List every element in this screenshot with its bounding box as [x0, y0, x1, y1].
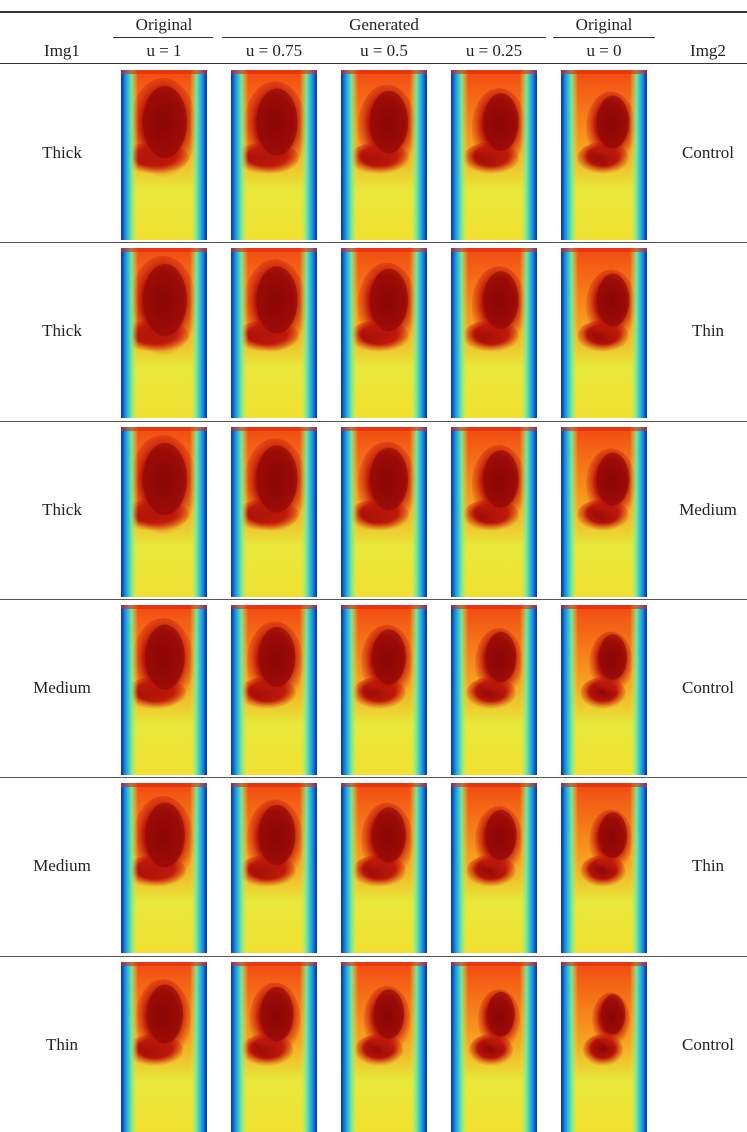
heatmap-image [561, 962, 647, 1132]
row-rule [0, 956, 747, 957]
img2-label: Control [663, 1033, 747, 1057]
heatmap-image [231, 605, 317, 775]
heatmap-image [121, 70, 207, 240]
column-header: u = 0.75 [219, 39, 329, 63]
column-header: u = 0.5 [329, 39, 439, 63]
heatmap-image [561, 427, 647, 597]
heatmap-image [561, 248, 647, 418]
heatmap-image [451, 783, 537, 953]
img2-label: Thin [663, 854, 747, 878]
heatmap-image [121, 427, 207, 597]
row-rule [0, 242, 747, 243]
img2-label: Thin [663, 319, 747, 343]
heatmap-image [341, 962, 427, 1132]
img2-label: Medium [663, 498, 747, 522]
heatmap-image [451, 962, 537, 1132]
img2-label: Control [663, 141, 747, 165]
column-header: u = 0.25 [439, 39, 549, 63]
heatmap-image [341, 248, 427, 418]
heatmap-image [341, 605, 427, 775]
heatmap-image [121, 248, 207, 418]
heatmap-image [231, 783, 317, 953]
heatmap-image [341, 70, 427, 240]
img1-label: Thick [7, 319, 117, 343]
heatmap-image [561, 70, 647, 240]
heatmap-image [561, 605, 647, 775]
group-header: Original [104, 13, 224, 37]
heatmap-image [561, 783, 647, 953]
heatmap-image [451, 427, 537, 597]
heatmap-image [451, 605, 537, 775]
heatmap-image [231, 248, 317, 418]
row-rule [0, 777, 747, 778]
heatmap-image [121, 605, 207, 775]
heatmap-image [121, 783, 207, 953]
group-header: Generated [324, 13, 444, 37]
group-underline [553, 37, 655, 38]
heatmap-image [231, 962, 317, 1132]
img1-label: Medium [7, 854, 117, 878]
group-header: Original [544, 13, 664, 37]
page: {"table": { "group_headers": ["Original"… [0, 0, 747, 1126]
group-underline [113, 37, 213, 38]
heatmap-image [121, 962, 207, 1132]
heatmap-image [451, 70, 537, 240]
column-header: u = 0 [549, 39, 659, 63]
row-rule [0, 421, 747, 422]
column-header: Img2 [653, 39, 747, 63]
heatmap-image [231, 427, 317, 597]
column-header: u = 1 [109, 39, 219, 63]
heatmap-image [341, 783, 427, 953]
img1-label: Thick [7, 141, 117, 165]
row-rule [0, 599, 747, 600]
header-rule [0, 63, 747, 64]
img1-label: Medium [7, 676, 117, 700]
img1-label: Thin [7, 1033, 117, 1057]
heatmap-image [451, 248, 537, 418]
column-header: Img1 [7, 39, 117, 63]
img1-label: Thick [7, 498, 117, 522]
group-underline [222, 37, 546, 38]
heatmap-image [341, 427, 427, 597]
heatmap-image [231, 70, 317, 240]
img2-label: Control [663, 676, 747, 700]
